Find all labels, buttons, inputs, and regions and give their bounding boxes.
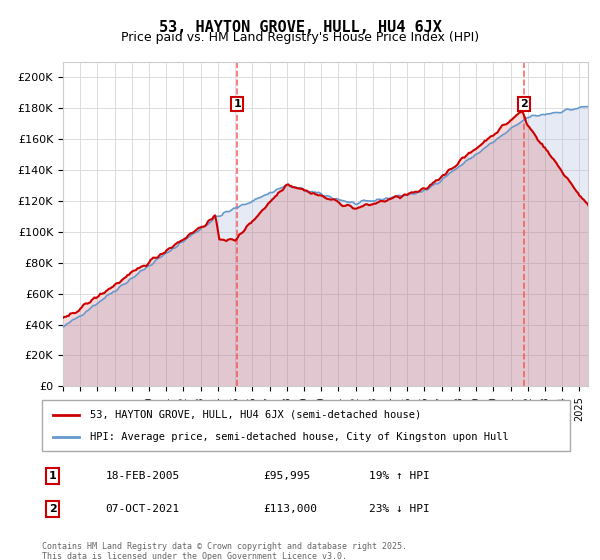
Text: 2: 2 xyxy=(520,99,527,109)
Text: 2: 2 xyxy=(49,504,56,514)
Text: 1: 1 xyxy=(233,99,241,109)
Text: 19% ↑ HPI: 19% ↑ HPI xyxy=(370,471,430,481)
FancyBboxPatch shape xyxy=(42,400,570,451)
Text: £113,000: £113,000 xyxy=(264,504,318,514)
Text: 53, HAYTON GROVE, HULL, HU4 6JX: 53, HAYTON GROVE, HULL, HU4 6JX xyxy=(158,20,442,35)
Text: 23% ↓ HPI: 23% ↓ HPI xyxy=(370,504,430,514)
Text: 18-FEB-2005: 18-FEB-2005 xyxy=(106,471,179,481)
Text: 1: 1 xyxy=(49,471,56,481)
Text: 53, HAYTON GROVE, HULL, HU4 6JX (semi-detached house): 53, HAYTON GROVE, HULL, HU4 6JX (semi-de… xyxy=(89,409,421,419)
Text: Price paid vs. HM Land Registry's House Price Index (HPI): Price paid vs. HM Land Registry's House … xyxy=(121,31,479,44)
Text: HPI: Average price, semi-detached house, City of Kingston upon Hull: HPI: Average price, semi-detached house,… xyxy=(89,432,508,442)
Text: £95,995: £95,995 xyxy=(264,471,311,481)
Text: Contains HM Land Registry data © Crown copyright and database right 2025.
This d: Contains HM Land Registry data © Crown c… xyxy=(42,542,407,560)
Text: 07-OCT-2021: 07-OCT-2021 xyxy=(106,504,179,514)
